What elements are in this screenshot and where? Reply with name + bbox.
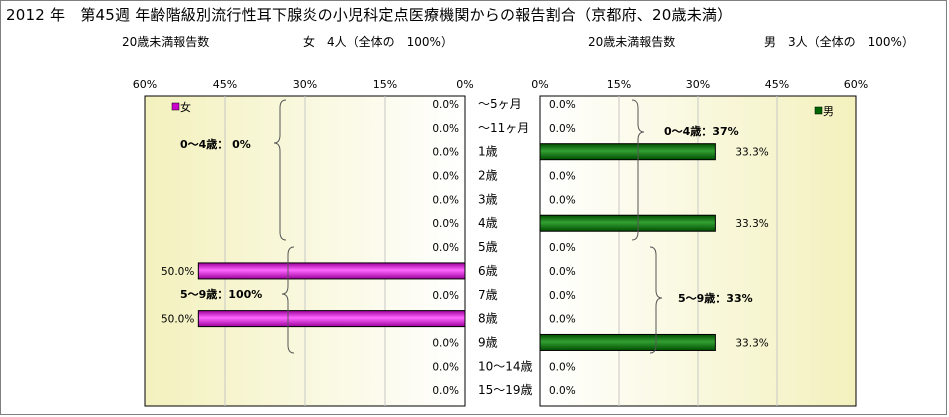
female-total-label: 女 4人（全体の 100%） [303, 35, 453, 49]
male-value-label: 0.0% [549, 361, 576, 373]
age-category-label: 4歳 [478, 216, 498, 230]
female-value-label: 50.0% [161, 266, 194, 278]
male-legend-label: 男 [823, 105, 834, 118]
female-value-label: 0.0% [432, 361, 459, 373]
female-tick-label: 0% [456, 78, 473, 91]
male-bracket-0-4 [631, 99, 645, 241]
male-tick-label: 0% [531, 78, 548, 91]
age-category-label: 10～14歳 [478, 359, 533, 373]
female-bar [197, 310, 466, 328]
female-value-label: 0.0% [432, 99, 459, 111]
male-value-label: 0.0% [549, 266, 576, 278]
age-category-label: 1歳 [478, 145, 498, 159]
male-count-label: 20歳未満報告数 [588, 35, 676, 49]
age-category-label: 5歳 [478, 240, 498, 254]
male-value-label: 33.3% [735, 147, 768, 159]
age-category-label: ～11ヶ月 [478, 121, 529, 135]
female-value-label: 0.0% [432, 242, 459, 254]
female-value-label: 0.0% [432, 147, 459, 159]
age-category-label: 8歳 [478, 312, 498, 326]
female-value-label: 0.0% [432, 218, 459, 230]
age-category-label: ～5ヶ月 [478, 97, 522, 111]
female-value-label: 0.0% [432, 290, 459, 302]
male-tick-label: 30% [686, 78, 710, 91]
female-value-label: 0.0% [432, 194, 459, 206]
female-value-label: 0.0% [432, 337, 459, 349]
age-category-label: 9歳 [478, 335, 498, 349]
male-bar [539, 333, 716, 351]
age-category-label: 3歳 [478, 192, 498, 206]
male-value-label: 0.0% [549, 385, 576, 397]
female-annotation-5-9: 5～9歳：100% [180, 287, 262, 301]
female-value-label: 0.0% [432, 385, 459, 397]
age-category-label: 7歳 [478, 288, 498, 302]
female-bar [197, 262, 466, 280]
female-annotation-0-4: 0～4歳： 0% [180, 137, 251, 151]
female-tick-label: 45% [213, 78, 237, 91]
male-tick-label: 45% [765, 78, 789, 91]
male-value-label: 0.0% [549, 194, 576, 206]
female-bracket-5-9 [281, 246, 295, 354]
male-value-label: 33.3% [735, 218, 768, 230]
female-value-label: 50.0% [161, 314, 194, 326]
male-bracket-5-9 [649, 246, 663, 354]
female-count-label: 20歳未満報告数 [122, 35, 210, 49]
age-category-label: 2歳 [478, 169, 498, 183]
male-value-label: 0.0% [549, 314, 576, 326]
male-annotation-0-4: 0～4歳：37% [664, 124, 739, 138]
male-value-label: 0.0% [549, 99, 576, 111]
male-bar [539, 214, 716, 232]
male-value-label: 33.3% [735, 337, 768, 349]
female-bracket-0-4 [273, 99, 287, 241]
male-total-label: 男 3人（全体の 100%） [764, 35, 914, 49]
female-tick-label: 15% [373, 78, 397, 91]
female-tick-label: 30% [293, 78, 317, 91]
male-tick-label: 60% [844, 78, 868, 91]
age-category-label: 15～19歳 [478, 383, 533, 397]
female-value-label: 0.0% [432, 171, 459, 183]
male-value-label: 0.0% [549, 123, 576, 135]
female-tick-label: 60% [133, 78, 157, 91]
female-value-label: 0.0% [432, 123, 459, 135]
male-value-label: 0.0% [549, 290, 576, 302]
male-tick-label: 15% [607, 78, 631, 91]
male-annotation-5-9: 5～9歳：33% [678, 291, 753, 305]
chart-title: 2012 年 第45週 年齢階級別流行性耳下腺炎の小児科定点医療機関からの報告割… [6, 6, 733, 24]
female-legend-swatch [171, 102, 180, 111]
male-bar [539, 143, 716, 161]
male-value-label: 0.0% [549, 242, 576, 254]
male-value-label: 0.0% [549, 171, 576, 183]
male-legend-swatch [814, 106, 823, 115]
age-category-label: 6歳 [478, 264, 498, 278]
female-legend-label: 女 [180, 100, 191, 114]
